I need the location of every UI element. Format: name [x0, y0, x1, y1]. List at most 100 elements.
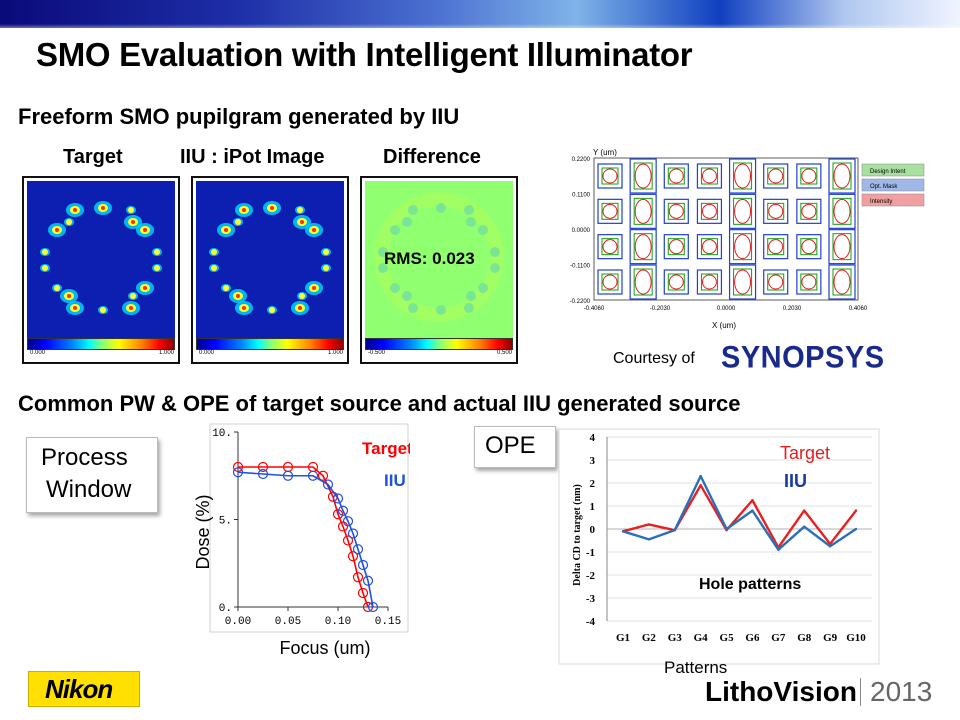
mask-intensity-contour: [701, 203, 717, 219]
mask-opt-shape: [796, 269, 822, 295]
pupil-spot: [126, 206, 136, 214]
pupil-spot: [128, 292, 138, 300]
ope-x-tick: G6: [745, 632, 760, 644]
mask-intensity-contour: [768, 203, 784, 219]
ope-y-tick: 0: [590, 524, 596, 536]
pw-y-tick: 5.: [219, 516, 232, 528]
pupil-spot-peak: [300, 220, 304, 224]
ope-data-point: [803, 525, 806, 528]
colorbar-min-iiu: 0.000: [199, 350, 215, 356]
ope-x-tick: G4: [694, 632, 709, 644]
diff-spot: [478, 283, 488, 293]
pupil-spot: [217, 223, 235, 237]
pupil-panel-iiu: 0.000 1.000: [191, 176, 349, 364]
mask-intensity-contour: [701, 239, 717, 255]
mask-opt-shape: [763, 198, 789, 224]
diff-ring: [374, 192, 504, 322]
mask-intensity-contour: [801, 168, 817, 184]
ope-x-tick: G8: [797, 632, 812, 644]
mask-design-shape: [767, 202, 785, 220]
colorbar-target: [27, 338, 175, 350]
pupil-spot-core: [42, 265, 48, 271]
mask-opt-shape: [796, 163, 822, 189]
section-heading-pw-ope: Common PW & OPE of target source and act…: [18, 391, 741, 416]
pupil-spot-core: [42, 249, 48, 255]
mask-intensity-contour: [734, 234, 752, 260]
pupil-spot-core: [235, 219, 241, 225]
pw-series-line: [237, 471, 374, 608]
panel-label-iiu: IIU : iPot Image: [180, 146, 325, 168]
mask-design-shape: [767, 238, 785, 256]
nikon-logo-text: Nikon: [45, 674, 113, 704]
pupil-spot: [52, 284, 62, 292]
mask-design-shape: [832, 197, 852, 225]
mask-plot-frame: [593, 157, 859, 301]
ope-x-tick: G3: [668, 632, 683, 644]
pupil-spot-peak: [101, 206, 105, 210]
mask-intensity-contour: [634, 163, 652, 189]
synopsys-logo: SYNOPSYS: [721, 340, 885, 376]
mask-design-shape: [601, 273, 619, 291]
mask-opt-shape: [763, 269, 789, 295]
pw-y-tick: 10.: [212, 428, 232, 440]
pupil-spot: [293, 215, 311, 229]
mask-legend-label: Design Intent: [870, 169, 906, 175]
mask-opt-shape: [696, 163, 723, 189]
mask-design-shape: [700, 202, 718, 220]
mask-y-axis-label: Y (um): [593, 148, 617, 157]
colorbar-max-target: 1.000: [158, 350, 174, 356]
mask-opt-shape: [696, 234, 723, 260]
mask-opt-shape: [828, 229, 856, 265]
pupil-image-target: [27, 181, 175, 339]
mask-design-shape: [800, 273, 818, 291]
ope-data-point: [699, 484, 702, 487]
mask-intensity-contour: [701, 274, 717, 290]
mask-opt-shape: [629, 158, 657, 194]
pw-data-point: [347, 528, 359, 539]
pupil-spot: [152, 264, 162, 272]
diff-spot: [478, 225, 488, 235]
diff-spot: [466, 217, 476, 227]
ope-data-point: [854, 527, 858, 531]
mask-intensity-contour: [602, 168, 618, 184]
diff-spot: [408, 303, 418, 313]
rms-annotation: RMS: 0.023: [384, 249, 475, 268]
mask-opt-shape: [728, 264, 757, 300]
pupil-spot-peak: [73, 208, 77, 212]
mask-design-shape: [633, 233, 653, 261]
mask-y-tick: 0.2200: [572, 157, 591, 163]
pupil-spot: [267, 306, 277, 314]
mask-intensity-contour: [734, 269, 752, 295]
mask-legend-swatch: [861, 193, 925, 207]
mask-y-tick: -0.2200: [570, 299, 591, 305]
ope-x-tick: G9: [823, 632, 838, 644]
diff-spot: [402, 291, 412, 301]
mask-design-shape: [733, 162, 753, 190]
pupil-spot: [209, 264, 219, 272]
ope-y-tick: 4: [590, 432, 596, 444]
pw-x-tick: 0.10: [325, 616, 351, 628]
pupil-spot-peak: [242, 208, 246, 212]
mask-opt-shape: [663, 269, 689, 295]
mask-design-shape: [633, 268, 653, 296]
mask-intensity-contour: [734, 198, 752, 224]
pupil-spot-core: [128, 207, 134, 213]
ope-data-point: [751, 509, 754, 512]
mask-design-shape: [700, 238, 718, 256]
colorbar-min-target: 0.000: [30, 350, 46, 356]
mask-x-tick: 0.2030: [783, 306, 802, 312]
mask-opt-shape: [763, 234, 789, 260]
ope-data-point: [803, 509, 806, 512]
mask-opt-shape: [728, 193, 757, 229]
pupil-spot: [40, 264, 50, 272]
pupil-spot-peak: [129, 306, 133, 310]
pupil-spot-core: [100, 307, 106, 313]
colorbar-difference: [365, 338, 513, 350]
pupil-spot-core: [323, 249, 329, 255]
ope-y-axis-label: Delta CD to target (nm): [572, 484, 583, 586]
mask-intensity-contour: [701, 168, 717, 184]
pupil-spot-core: [211, 265, 217, 271]
pw-chart-frame: [209, 423, 409, 633]
pw-x-tick: 0.15: [375, 616, 401, 628]
pupil-spot-peak: [143, 228, 147, 232]
